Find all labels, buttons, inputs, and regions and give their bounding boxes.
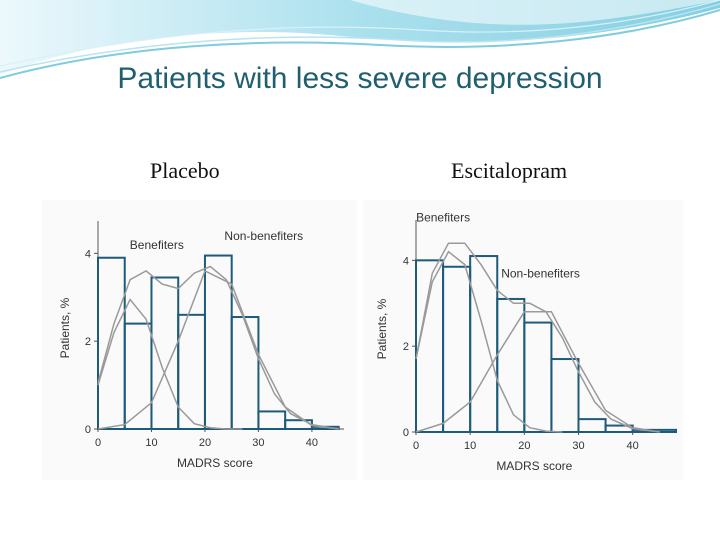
distribution-curve-2 — [415, 311, 660, 433]
distribution-curve-1 — [415, 250, 563, 433]
x-tick-label: 30 — [252, 437, 264, 449]
x-tick-label: 40 — [306, 437, 318, 449]
non-benefiters-annotation: Non-benefiters — [224, 229, 303, 243]
x-axis-label: MADRS score — [177, 456, 253, 470]
histogram-bar — [230, 316, 260, 430]
x-tick-label: 20 — [199, 437, 211, 449]
x-tick-label: 40 — [627, 440, 639, 452]
y-tick-label: 2 — [85, 336, 91, 348]
benefiters-annotation: Benefiters — [416, 211, 470, 225]
benefiters-annotation: Benefiters — [130, 238, 184, 252]
histogram-bar — [550, 358, 580, 434]
non-benefiters-annotation: Non-benefiters — [501, 267, 580, 281]
distribution-curve-3 — [97, 265, 339, 430]
x-tick-label: 10 — [464, 440, 476, 452]
y-axis-label: Patients, % — [375, 298, 389, 359]
escitalopram-panel-title: Escitalopram — [451, 158, 568, 183]
distribution-curve-3 — [415, 242, 660, 433]
plot-background — [363, 200, 683, 480]
y-tick-label: 0 — [403, 427, 409, 439]
decorative-banner — [0, 0, 720, 79]
x-tick-label: 30 — [572, 440, 584, 452]
x-tick-label: 10 — [145, 437, 157, 449]
x-axis-label: MADRS score — [496, 459, 572, 473]
distribution-curve-1 — [97, 298, 243, 430]
y-axis-label: Patients, % — [58, 297, 72, 358]
y-tick-label: 4 — [403, 255, 409, 267]
y-tick-label: 0 — [85, 424, 91, 436]
distribution-curve-2 — [97, 269, 339, 430]
y-tick-label: 4 — [85, 248, 91, 260]
x-tick-label: 0 — [413, 440, 419, 452]
x-tick-label: 20 — [518, 440, 530, 452]
y-tick-label: 2 — [403, 341, 409, 353]
slide-title: Patients with less severe depression — [117, 62, 603, 95]
x-tick-label: 0 — [95, 437, 101, 449]
placebo-panel-title: Placebo — [150, 158, 220, 183]
plot-background — [42, 200, 357, 480]
